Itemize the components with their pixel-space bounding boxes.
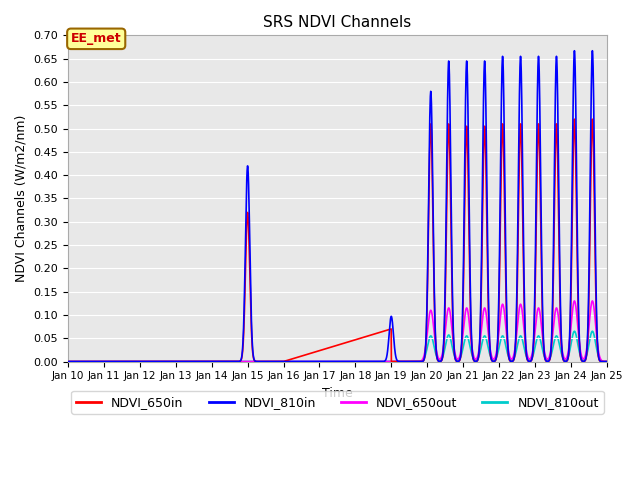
Title: SRS NDVI Channels: SRS NDVI Channels — [263, 15, 412, 30]
X-axis label: Time: Time — [322, 387, 353, 400]
Text: EE_met: EE_met — [71, 32, 122, 45]
Y-axis label: NDVI Channels (W/m2/nm): NDVI Channels (W/m2/nm) — [15, 115, 28, 282]
Legend: NDVI_650in, NDVI_810in, NDVI_650out, NDVI_810out: NDVI_650in, NDVI_810in, NDVI_650out, NDV… — [71, 391, 604, 414]
